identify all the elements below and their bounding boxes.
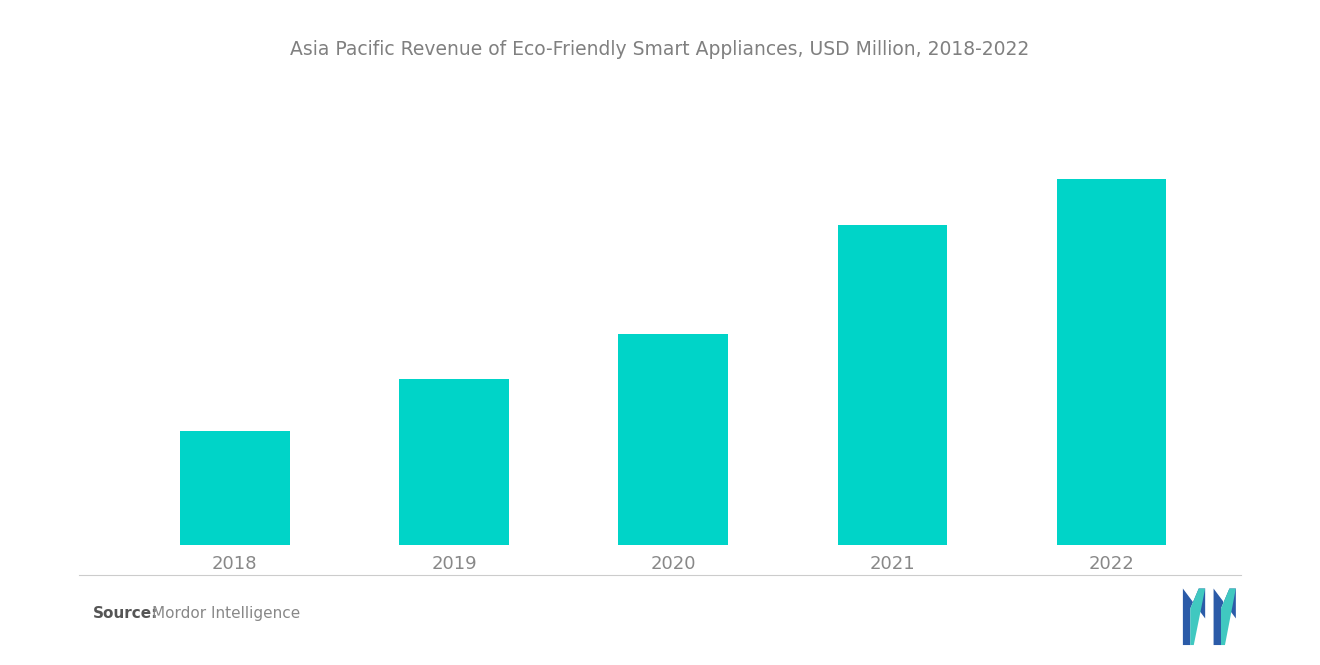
Bar [1057,179,1167,545]
Polygon shape [1213,589,1236,645]
Bar [838,225,948,545]
Polygon shape [1191,589,1205,645]
Bar [180,431,289,545]
Text: Source:: Source: [92,606,158,620]
Polygon shape [1183,589,1205,645]
Bar [399,379,508,545]
Text: Asia Pacific Revenue of Eco-Friendly Smart Appliances, USD Million, 2018-2022: Asia Pacific Revenue of Eco-Friendly Sma… [290,40,1030,59]
Polygon shape [1221,589,1236,645]
Bar [618,334,729,545]
Text: Mordor Intelligence: Mordor Intelligence [152,606,300,620]
